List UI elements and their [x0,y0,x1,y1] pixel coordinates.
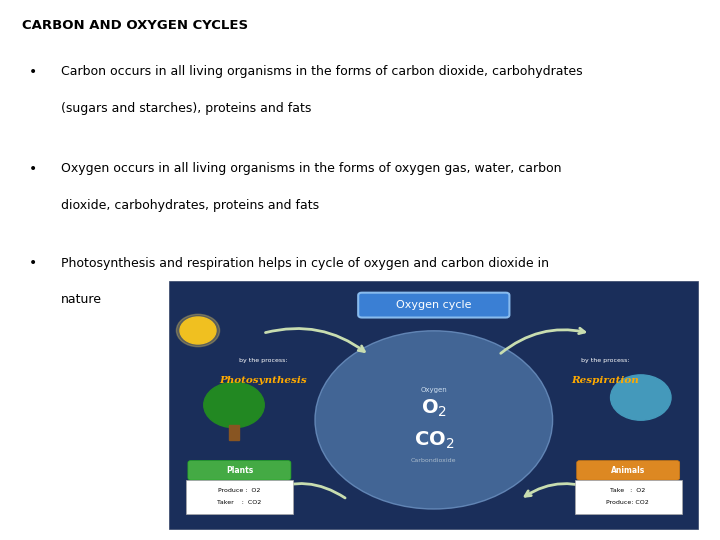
Text: Oxygen occurs in all living organisms in the forms of oxygen gas, water, carbon: Oxygen occurs in all living organisms in… [61,162,562,175]
Circle shape [204,382,264,428]
FancyBboxPatch shape [188,461,291,480]
Text: dioxide, carbohydrates, proteins and fats: dioxide, carbohydrates, proteins and fat… [61,199,320,212]
Bar [229,425,239,440]
Circle shape [180,317,216,344]
Circle shape [176,314,220,347]
FancyBboxPatch shape [359,293,510,318]
Text: Respiration: Respiration [571,376,639,386]
Text: O$_2$: O$_2$ [420,397,447,418]
Text: nature: nature [61,293,102,306]
Text: (sugars and starches), proteins and fats: (sugars and starches), proteins and fats [61,102,312,114]
Text: by the process:: by the process: [580,358,629,363]
Text: Produce :  O2: Produce : O2 [218,488,260,493]
Text: •: • [29,256,37,271]
Circle shape [611,375,671,420]
Text: CARBON AND OXYGEN CYCLES: CARBON AND OXYGEN CYCLES [22,19,248,32]
Text: Carbon occurs in all living organisms in the forms of carbon dioxide, carbohydra: Carbon occurs in all living organisms in… [61,65,582,78]
Text: Produce: CO2: Produce: CO2 [606,500,649,505]
FancyBboxPatch shape [169,281,698,529]
Text: Oxygen: Oxygen [420,387,447,393]
Text: Photosynthesis: Photosynthesis [219,376,307,386]
Text: Animals: Animals [611,466,645,475]
FancyBboxPatch shape [186,480,293,514]
FancyBboxPatch shape [575,480,682,514]
Text: by the process:: by the process: [238,358,287,363]
Text: Carbondioxide: Carbondioxide [411,458,456,463]
Text: •: • [29,162,37,176]
Text: Taker    :  CO2: Taker : CO2 [217,500,261,505]
Ellipse shape [315,331,553,509]
FancyBboxPatch shape [577,461,680,480]
Text: Take   :  O2: Take : O2 [611,488,645,493]
Text: CO$_2$: CO$_2$ [413,430,454,451]
Text: Oxygen cycle: Oxygen cycle [396,300,472,310]
Text: Plants: Plants [226,466,253,475]
Text: •: • [29,65,37,79]
Text: Photosynthesis and respiration helps in cycle of oxygen and carbon dioxide in: Photosynthesis and respiration helps in … [61,256,549,269]
